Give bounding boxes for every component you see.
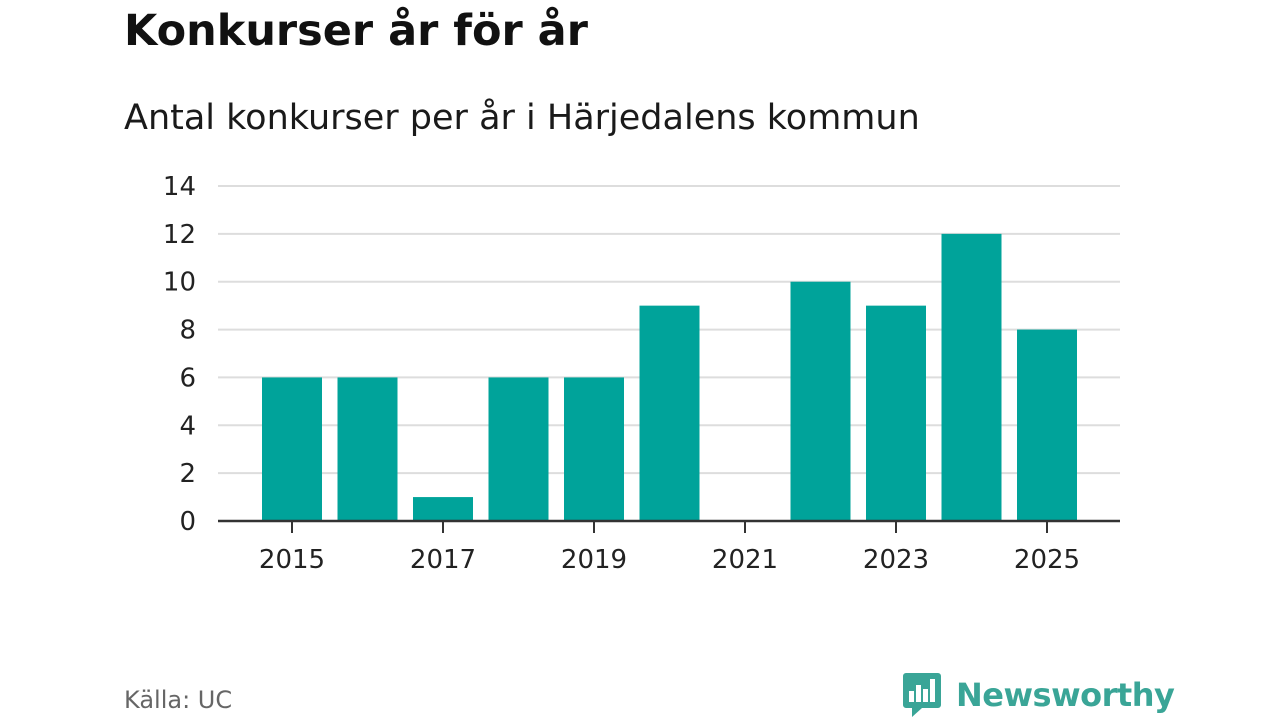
bars — [262, 233, 1077, 521]
bar-chart-speech-bubble-icon — [903, 673, 941, 717]
bar-2017 — [413, 497, 473, 521]
x-tick-label-2025: 2025 — [1014, 545, 1080, 575]
bar-2020 — [639, 305, 700, 521]
brand-logo-group: Newsworthy — [902, 670, 1175, 720]
y-tick-label-14: 14 — [163, 172, 196, 202]
x-tick-label-2017: 2017 — [410, 545, 476, 575]
x-tick-label-2015: 2015 — [259, 545, 325, 575]
bar-2022 — [790, 281, 851, 521]
y-tick-label-10: 10 — [163, 268, 196, 298]
bar-2019 — [564, 377, 624, 521]
x-axis-labels: 2015 2017 2019 2021 2023 2025 — [259, 545, 1080, 575]
x-axis — [218, 519, 1120, 533]
brand-name: Newsworthy — [956, 676, 1175, 714]
y-tick-label-4: 4 — [179, 411, 196, 441]
bar-2025 — [1017, 329, 1077, 521]
bar-2016 — [337, 377, 398, 521]
x-tick-label-2023: 2023 — [863, 545, 929, 575]
chart-subtitle: Antal konkurser per år i Härjedalens kom… — [124, 98, 920, 138]
y-tick-label-2: 2 — [179, 459, 196, 489]
x-tick-label-2019: 2019 — [561, 545, 627, 575]
y-tick-label-12: 12 — [163, 220, 196, 250]
bar-2023 — [866, 305, 926, 521]
x-tick-label-2021: 2021 — [712, 545, 778, 575]
y-tick-label-8: 8 — [179, 316, 196, 346]
y-tick-label-6: 6 — [179, 363, 196, 393]
source-note: Källa: UC — [124, 686, 233, 714]
y-tick-label-0: 0 — [179, 507, 196, 537]
chart-title: Konkurser år för år — [124, 6, 588, 56]
bar-2015 — [262, 377, 322, 521]
bar-2024 — [941, 233, 1002, 521]
bar-2018 — [488, 377, 549, 521]
y-axis-labels: 0 2 4 6 8 10 12 14 — [163, 172, 196, 537]
